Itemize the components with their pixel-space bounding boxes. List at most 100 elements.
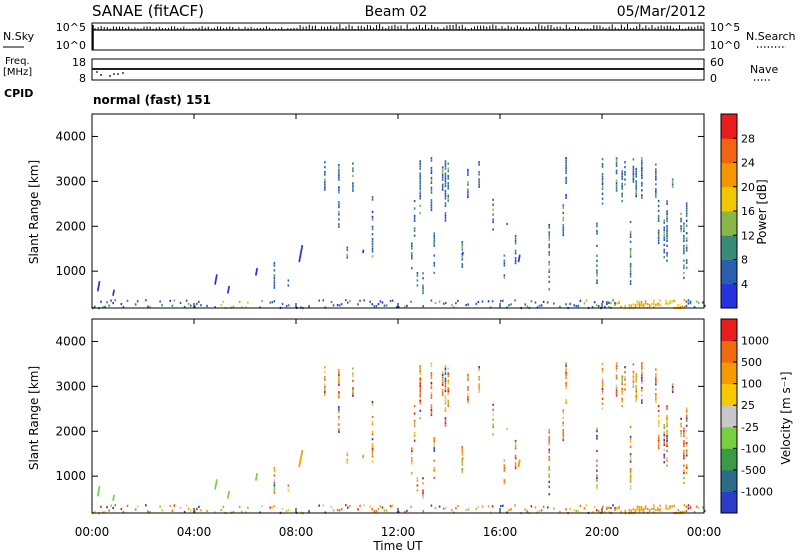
velocity-point [379,505,382,508]
velocity-point [478,378,480,381]
velocity-point [492,433,494,436]
power-point [453,306,455,309]
velocity-point [214,484,217,487]
power-point [159,300,161,303]
power-point [629,235,632,238]
velocity-point [487,505,490,508]
power-point [419,187,422,190]
power-point [467,181,469,184]
power-point [663,219,666,222]
power-point [601,163,604,166]
y-tick-label: 4000 [55,129,86,143]
power-point [419,172,422,175]
power-point [615,189,618,192]
velocity-point [352,374,354,378]
power-point [369,300,372,303]
velocity-point [680,422,682,425]
velocity-point [159,505,161,508]
freq-left-tick-top: 18 [72,56,86,69]
power-point [565,159,567,162]
velocity-point [665,507,667,510]
velocity-point [371,438,374,441]
velocity-point [597,510,600,513]
velocity-point [683,442,685,445]
power-point [271,301,274,304]
power-point [673,299,675,302]
power-point [433,242,436,245]
velocity-point [641,376,643,380]
power-point [362,250,364,254]
velocity-point [419,399,422,403]
velocity-point [447,374,450,378]
power-point [430,191,433,194]
power-point [596,254,598,257]
power-point [548,243,551,246]
power-point [430,199,433,202]
velocity-point [433,469,436,472]
velocity-point [220,508,223,512]
velocity-point [693,511,696,514]
velocity-point [416,476,419,480]
power-point [359,299,361,302]
power-point [624,183,626,186]
power-point [413,200,416,203]
power-point [548,260,551,264]
power-point [502,299,504,302]
velocity-point [273,491,276,494]
velocity-point [629,487,632,490]
colorbar-tick-label: -500 [741,464,766,477]
power-point [657,209,660,213]
power-point [419,184,422,188]
power-point [430,179,433,182]
velocity-point [666,437,668,440]
velocity-point [346,451,349,454]
velocity-point [336,508,339,512]
power-point [562,211,565,214]
velocity-point [433,476,436,479]
power-point [285,304,288,308]
velocity-point [621,392,623,395]
velocity-point [434,507,437,510]
power-point [641,174,643,177]
velocity-point [478,375,480,379]
velocity-point [406,509,408,512]
power-point [635,185,638,188]
power-point [444,214,447,217]
power-point [621,200,623,203]
velocity-point [657,437,660,440]
power-point [514,299,516,302]
power-point [624,178,626,181]
velocity-point [371,450,374,453]
velocity-point [255,474,258,477]
colorbar-swatch [721,138,737,163]
power-point [344,299,347,302]
velocity-point [629,435,632,439]
velocity-point [683,471,685,475]
velocity-point [629,477,632,481]
velocity-point [433,459,436,462]
velocity-point [641,394,643,397]
power-point [666,232,668,235]
power-point [677,303,680,307]
velocity-point [665,504,667,507]
power-point [240,305,243,309]
y-tick-label: 1000 [55,264,86,278]
power-point [618,301,620,305]
power-point [136,300,139,303]
velocity-point [411,457,413,460]
velocity-point [371,401,374,404]
velocity-point [666,444,668,448]
power-point [97,286,100,289]
nave-point [113,73,115,75]
power-point [444,301,447,305]
power-point [503,254,506,257]
power-point [214,279,217,282]
velocity-point [97,492,99,495]
power-point [548,275,551,278]
velocity-point [227,492,230,495]
velocity-point [222,505,225,508]
velocity-point [134,508,137,511]
power-point [430,201,433,204]
velocity-point [433,447,436,450]
power-point [338,178,340,182]
